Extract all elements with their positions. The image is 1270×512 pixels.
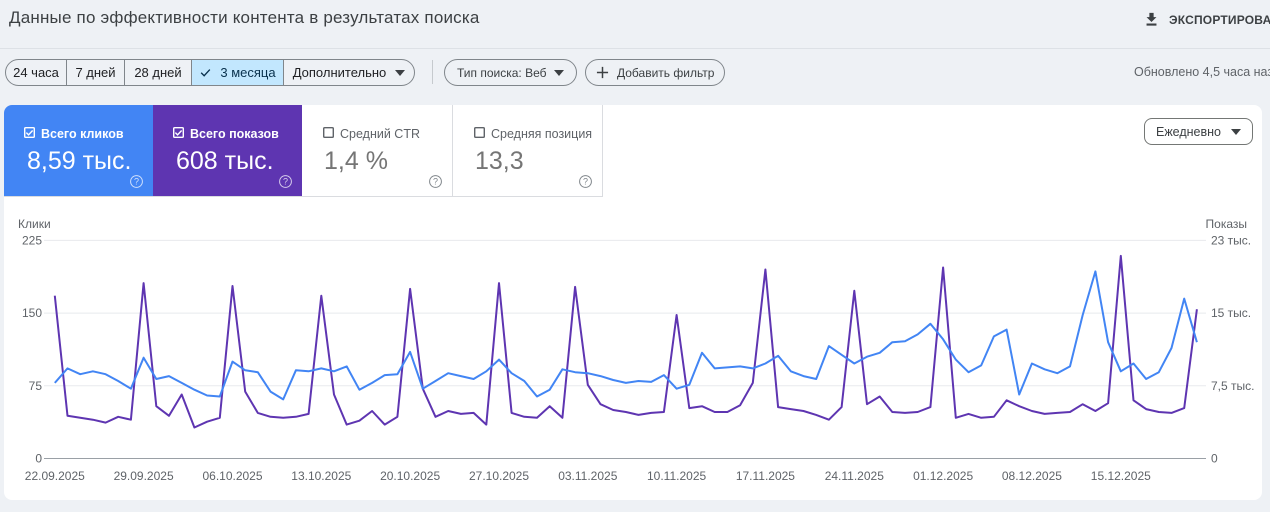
svg-text:29.09.2025: 29.09.2025	[114, 469, 174, 483]
svg-text:225: 225	[22, 233, 42, 247]
svg-text:?: ?	[583, 177, 588, 187]
svg-text:Клики: Клики	[18, 217, 51, 231]
svg-text:?: ?	[433, 177, 438, 187]
svg-text:13.10.2025: 13.10.2025	[291, 469, 351, 483]
svg-text:?: ?	[283, 177, 288, 187]
svg-text:03.11.2025: 03.11.2025	[558, 469, 617, 483]
svg-text:75: 75	[29, 379, 43, 393]
svg-text:?: ?	[134, 177, 139, 187]
svg-text:17.11.2025: 17.11.2025	[736, 469, 795, 483]
svg-text:27.10.2025: 27.10.2025	[469, 469, 529, 483]
svg-text:06.10.2025: 06.10.2025	[202, 469, 262, 483]
svg-text:7,5 тыс.: 7,5 тыс.	[1211, 379, 1254, 393]
svg-text:20.10.2025: 20.10.2025	[380, 469, 440, 483]
svg-text:23 тыс.: 23 тыс.	[1211, 233, 1251, 247]
svg-text:08.12.2025: 08.12.2025	[1002, 469, 1062, 483]
svg-text:Показы: Показы	[1206, 217, 1247, 231]
svg-text:10.11.2025: 10.11.2025	[647, 469, 706, 483]
svg-text:22.09.2025: 22.09.2025	[25, 469, 85, 483]
svg-text:0: 0	[35, 452, 42, 466]
svg-text:15.12.2025: 15.12.2025	[1091, 469, 1151, 483]
svg-text:24.11.2025: 24.11.2025	[825, 469, 884, 483]
svg-text:0: 0	[1211, 452, 1218, 466]
svg-text:01.12.2025: 01.12.2025	[913, 469, 973, 483]
svg-text:150: 150	[22, 306, 42, 320]
svg-text:15 тыс.: 15 тыс.	[1211, 306, 1251, 320]
